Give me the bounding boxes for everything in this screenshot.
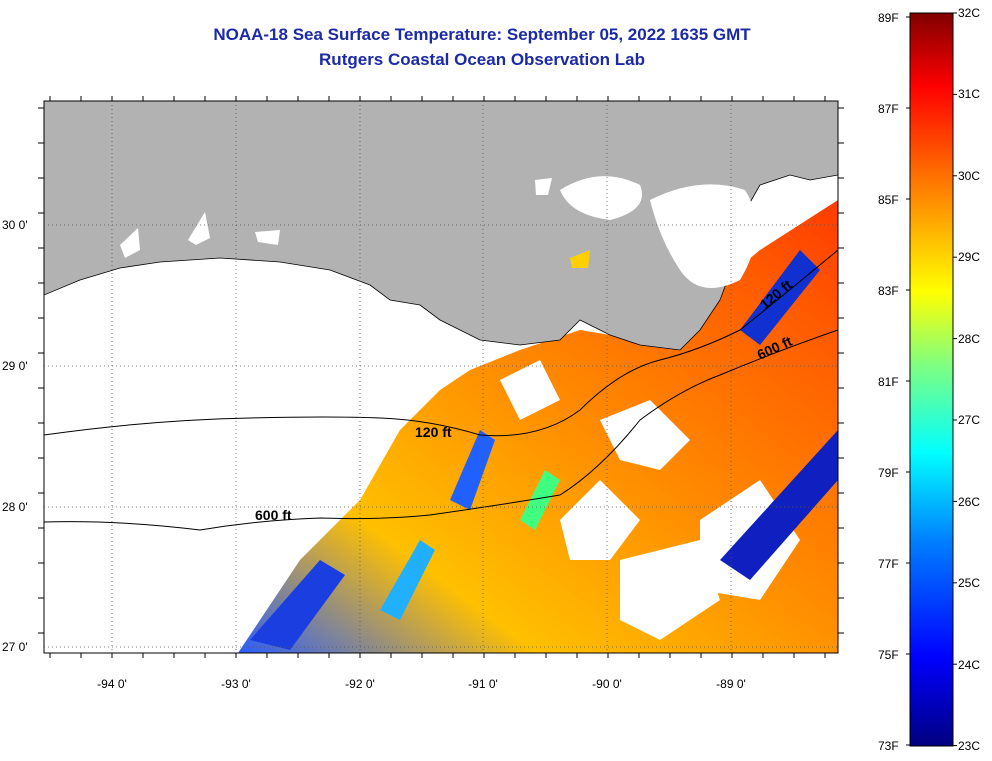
colorbar-fahrenheit-labels: 89F 87F 85F 83F 81F 79F 77F 75F 73F [878,11,899,753]
fahrenheit-label: 79F [878,466,899,480]
lake [650,184,757,288]
colorbar-celsius-labels: 32C 31C 30C 29C 28C 27C 26C 25C 24C 23C [958,6,980,753]
y-tick-label: 29 0' [2,359,28,373]
fahrenheit-label: 85F [878,193,899,207]
celsius-label: 24C [958,658,980,672]
y-tick-label: 27 0' [2,640,28,654]
x-tick-label: -89 0' [716,677,746,691]
y-tick-label: 30 0' [2,218,28,232]
celsius-label: 26C [958,495,980,509]
celsius-label: 31C [958,87,980,101]
contour-label: 600 ft [255,507,292,523]
y-axis: 30 0' 29 0' 28 0' 27 0' [2,218,28,654]
celsius-label: 27C [958,413,980,427]
map-subtitle: Rutgers Coastal Ocean Observation Lab [319,50,645,69]
y-tick-label: 28 0' [2,500,28,514]
graticule [44,101,838,653]
x-tick-label: -94 0' [97,677,127,691]
celsius-label: 29C [958,250,980,264]
celsius-label: 23C [958,739,980,753]
contour-120ft-west [44,249,838,437]
x-axis: -94 0' -93 0' -92 0' -91 0' -90 0' -89 0… [97,677,746,691]
contour-600ft [44,329,838,531]
land-mass [44,101,838,351]
axis-ticks [38,96,844,658]
x-tick-label: -93 0' [221,677,251,691]
map-title: NOAA-18 Sea Surface Temperature: Septemb… [213,25,751,44]
contour-label: 120 ft [415,424,452,440]
colorbar-gradient [909,12,954,747]
x-tick-label: -91 0' [468,677,498,691]
celsius-label: 25C [958,576,980,590]
colorbar: 89F 87F 85F 83F 81F 79F 77F 75F 73F 32C … [878,6,980,753]
lake [255,230,280,245]
lake [535,178,552,195]
fahrenheit-label: 73F [878,739,899,753]
celsius-label: 28C [958,332,980,346]
fahrenheit-label: 75F [878,648,899,662]
celsius-label: 30C [958,169,980,183]
lake [188,212,210,245]
fahrenheit-label: 89F [878,11,899,25]
fahrenheit-label: 87F [878,102,899,116]
plot-frame [43,100,839,654]
x-tick-label: -92 0' [345,677,375,691]
lake [570,250,590,268]
lake [120,228,140,258]
lake [560,176,642,220]
fahrenheit-label: 77F [878,557,899,571]
fahrenheit-label: 81F [878,375,899,389]
x-tick-label: -90 0' [592,677,622,691]
fahrenheit-label: 83F [878,284,899,298]
celsius-label: 32C [958,6,980,20]
